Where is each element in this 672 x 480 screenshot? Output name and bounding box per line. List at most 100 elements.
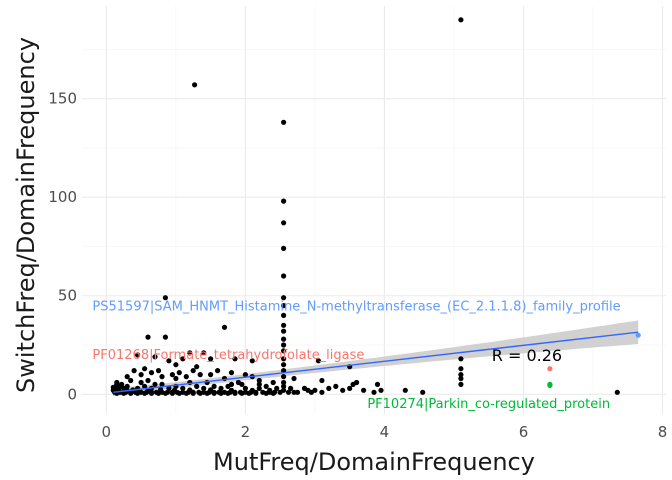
data-point bbox=[124, 374, 130, 380]
data-point bbox=[208, 372, 214, 378]
data-point bbox=[142, 383, 148, 389]
data-point bbox=[166, 358, 172, 364]
x-tick-label: 8 bbox=[658, 423, 668, 441]
data-point bbox=[201, 385, 207, 391]
data-point bbox=[211, 390, 217, 396]
y-tick-label: 0 bbox=[67, 385, 77, 403]
data-point bbox=[281, 368, 287, 374]
data-point bbox=[458, 375, 464, 382]
data-point bbox=[218, 390, 224, 396]
data-point bbox=[246, 390, 252, 396]
data-point bbox=[281, 303, 287, 309]
data-point bbox=[215, 368, 221, 374]
data-point bbox=[285, 389, 292, 395]
data-point bbox=[180, 385, 186, 391]
data-point bbox=[162, 390, 168, 396]
x-axis-title: MutFreq/DomainFrequency bbox=[213, 448, 535, 476]
data-point bbox=[187, 350, 193, 356]
data-point bbox=[270, 390, 276, 396]
data-point bbox=[171, 387, 178, 393]
data-point bbox=[277, 389, 283, 395]
data-point bbox=[253, 390, 259, 396]
highlight-point bbox=[547, 366, 553, 372]
data-point bbox=[119, 381, 125, 387]
data-point bbox=[319, 389, 325, 395]
data-point bbox=[152, 354, 158, 360]
data-point bbox=[201, 350, 207, 356]
data-point bbox=[197, 372, 203, 378]
data-point bbox=[281, 374, 287, 380]
data-point bbox=[131, 368, 137, 374]
data-point bbox=[281, 362, 287, 368]
x-tick-label: 6 bbox=[519, 423, 529, 441]
data-point bbox=[228, 387, 235, 393]
data-point bbox=[347, 385, 353, 391]
annotation-label: PF01268|Formate_tetrahydrofolate_ligase bbox=[92, 348, 364, 363]
data-point bbox=[204, 390, 210, 396]
data-point bbox=[239, 381, 245, 387]
data-point bbox=[158, 386, 164, 392]
data-point bbox=[374, 381, 381, 387]
data-point bbox=[256, 381, 262, 387]
correlation-label: R = 0.26 bbox=[492, 346, 562, 365]
data-point bbox=[180, 356, 186, 362]
data-point bbox=[135, 352, 141, 358]
data-point bbox=[458, 356, 464, 362]
data-point bbox=[173, 375, 179, 382]
regression-line bbox=[113, 331, 639, 394]
data-point bbox=[288, 385, 294, 391]
fit-line bbox=[113, 331, 639, 394]
x-tick-label: 2 bbox=[241, 423, 251, 441]
data-point bbox=[420, 389, 426, 395]
data-point bbox=[152, 381, 158, 387]
data-point bbox=[169, 372, 175, 378]
data-point bbox=[211, 383, 217, 389]
data-point bbox=[190, 390, 196, 396]
data-point bbox=[159, 374, 165, 380]
data-point bbox=[232, 356, 238, 362]
data-point bbox=[208, 356, 214, 362]
data-point bbox=[183, 374, 189, 380]
data-point bbox=[148, 370, 155, 376]
data-point bbox=[148, 390, 155, 396]
data-point bbox=[281, 356, 287, 362]
data-point bbox=[281, 295, 287, 301]
data-point bbox=[194, 383, 200, 389]
data-point bbox=[242, 385, 248, 391]
y-axis-title: SwitchFreq/DomainFrequency bbox=[12, 37, 40, 393]
data-point bbox=[194, 364, 200, 370]
data-point bbox=[308, 389, 314, 395]
data-point bbox=[315, 358, 321, 364]
y-tick-label: 100 bbox=[48, 188, 77, 206]
data-point bbox=[221, 324, 228, 330]
data-point bbox=[458, 366, 464, 372]
data-point bbox=[458, 17, 464, 23]
data-point bbox=[145, 377, 151, 384]
data-point bbox=[256, 385, 262, 391]
highlight-points bbox=[547, 332, 641, 388]
data-point bbox=[291, 389, 297, 395]
data-point bbox=[281, 328, 287, 334]
annotations: PS51597|SAM_HNMT_Histamine_N-methyltrans… bbox=[92, 300, 620, 413]
data-point bbox=[350, 381, 356, 387]
data-point bbox=[162, 295, 168, 301]
annotation-label: PS51597|SAM_HNMT_Histamine_N-methyltrans… bbox=[92, 300, 620, 315]
data-point bbox=[128, 377, 134, 384]
data-point bbox=[155, 368, 162, 374]
data-point bbox=[228, 370, 235, 376]
data-point bbox=[340, 387, 346, 393]
data-point bbox=[371, 389, 377, 395]
x-tick-label: 4 bbox=[380, 423, 390, 441]
data-point bbox=[281, 273, 287, 279]
data-point bbox=[218, 385, 224, 391]
y-axis-ticks: 0 50 100 150 bbox=[48, 90, 77, 404]
data-point bbox=[274, 385, 280, 391]
data-point bbox=[166, 385, 172, 391]
highlight-point bbox=[635, 332, 641, 338]
data-point bbox=[326, 385, 332, 391]
data-point bbox=[138, 379, 144, 386]
data-point bbox=[281, 322, 287, 328]
data-point bbox=[281, 342, 287, 348]
data-point bbox=[458, 372, 464, 378]
